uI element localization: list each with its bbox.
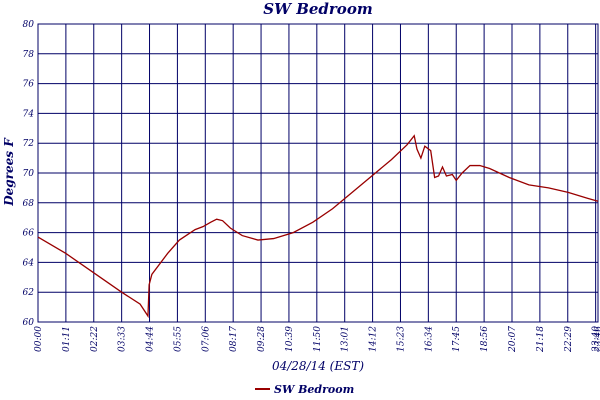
y-axis-label: Degrees F bbox=[2, 137, 16, 207]
x-tick-label: 10:39 bbox=[285, 326, 295, 352]
x-tick-label: 04:44 bbox=[146, 326, 156, 352]
y-tick-label: 64 bbox=[23, 258, 35, 268]
x-tick-label: 08:17 bbox=[229, 326, 239, 352]
x-tick-label: 00:00 bbox=[34, 326, 44, 352]
legend-label: SW Bedroom bbox=[274, 383, 354, 396]
x-tick-label: 14:12 bbox=[369, 326, 379, 352]
y-tick-label: 62 bbox=[23, 288, 35, 298]
x-tick-label: 09:28 bbox=[257, 326, 267, 352]
x-tick-label: 18:56 bbox=[480, 326, 490, 352]
y-tick-label: 70 bbox=[23, 169, 35, 179]
x-tick-label: 03:33 bbox=[118, 326, 128, 352]
y-tick-label: 80 bbox=[23, 20, 35, 30]
x-tick-label: 11:50 bbox=[313, 326, 323, 352]
x-tick-label: 20:07 bbox=[508, 326, 518, 353]
x-tick-label: 23:46 bbox=[594, 326, 600, 353]
chart-title: SW Bedroom bbox=[263, 0, 372, 18]
y-tick-label: 74 bbox=[23, 109, 35, 119]
y-tick-label: 66 bbox=[23, 229, 35, 239]
y-tick-label: 76 bbox=[23, 80, 35, 90]
x-tick-label: 16:34 bbox=[424, 326, 434, 352]
plot-frame bbox=[37, 23, 599, 323]
data-line bbox=[37, 134, 599, 319]
y-tick-label: 78 bbox=[23, 50, 35, 60]
x-tick-label: 17:45 bbox=[452, 326, 462, 352]
y-tick-label: 60 bbox=[23, 318, 35, 328]
x-tick-label: 21:18 bbox=[536, 326, 546, 353]
x-tick-label: 07:06 bbox=[201, 326, 211, 352]
x-tick-label: 15:23 bbox=[396, 326, 406, 352]
x-axis-label: 04/28/14 (EST) bbox=[272, 359, 364, 373]
x-tick-label: 01:11 bbox=[62, 326, 72, 352]
x-tick-label: 02:22 bbox=[90, 326, 100, 352]
x-tick-label: 22:29 bbox=[564, 326, 574, 353]
x-tick-label: 05:55 bbox=[173, 326, 183, 352]
x-tick-label: 23:40 bbox=[592, 326, 600, 353]
y-tick-label: 72 bbox=[23, 139, 35, 149]
x-tick-label: 13:01 bbox=[341, 326, 351, 352]
y-tick-label: 68 bbox=[23, 199, 35, 209]
